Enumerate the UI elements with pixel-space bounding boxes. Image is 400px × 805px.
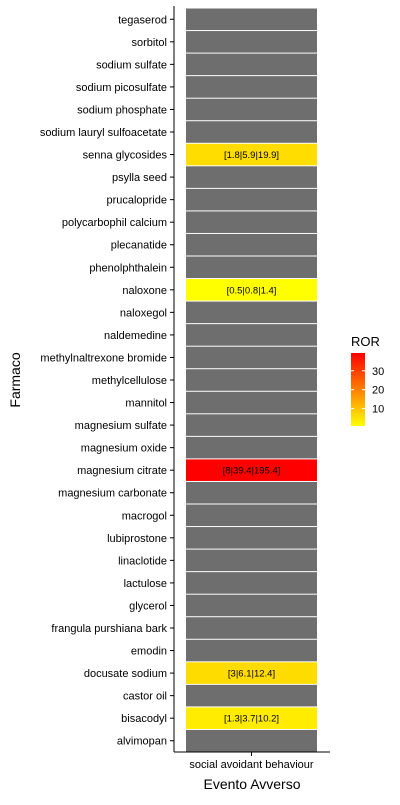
- heatmap-tile-magnesium-oxide: [186, 436, 317, 459]
- heatmap-tile-emodin: [186, 639, 317, 662]
- heatmap-tile-tegaserod: [186, 8, 317, 31]
- heatmap-tile-senna-glycosides: [186, 143, 317, 166]
- legend-colorbar: [351, 353, 365, 426]
- y-tick-label-linaclotide: linaclotide: [118, 555, 167, 567]
- heatmap-tile-castor-oil: [186, 684, 317, 707]
- cell-labels-layer: [1.8|5.9|19.9] [0.5|0.8|1.4] [8|39.4|195.4…: [223, 150, 281, 725]
- cell-label-magnesium-citrate: [8|39.4|195.4]: [223, 466, 281, 477]
- cell-label-docusate-sodium: [3|6.1|12.4]: [228, 669, 275, 680]
- y-tick-label-psylla-seed: psylla seed: [112, 172, 167, 184]
- cell-label-naloxone: [0.5|0.8|1.4]: [227, 285, 277, 296]
- heatmap-tile-mannitol: [186, 391, 317, 414]
- y-tick-label-naloxegol: naloxegol: [120, 307, 167, 319]
- y-tick-label-tegaserod: tegaserod: [118, 14, 167, 26]
- y-tick-label-magnesium-citrate: magnesium citrate: [77, 465, 167, 477]
- heatmap-tile-frangula-purshiana-bark: [186, 617, 317, 639]
- cell-label-bisacodyl: [1.3|3.7|10.2]: [224, 714, 279, 725]
- y-tick-label-naldemedine: naldemedine: [104, 330, 167, 342]
- heatmap-tile-alvimopan: [186, 729, 317, 752]
- y-tick-label-polycarbophil-calcium: polycarbophil calcium: [62, 217, 167, 229]
- legend-title: ROR: [351, 334, 380, 349]
- heatmap-tile-methylnaltrexone-bromide: [186, 346, 317, 369]
- heatmap-tile-naloxone: [186, 279, 317, 301]
- cell-label-senna-glycosides: [1.8|5.9|19.9]: [224, 150, 279, 161]
- legend-tick-label: 30: [372, 366, 384, 378]
- y-tick-label-magnesium-oxide: magnesium oxide: [81, 443, 167, 455]
- y-tick-label-lactulose: lactulose: [124, 578, 167, 590]
- heatmap-tile-sodium-picosulfate: [186, 76, 317, 98]
- y-tick-label-magnesium-carbonate: magnesium carbonate: [58, 488, 167, 500]
- y-tick-label-mannitol: mannitol: [125, 398, 167, 410]
- heatmap-tile-docusate-sodium: [186, 662, 317, 684]
- heatmap-tile-macrogol: [186, 504, 317, 527]
- x-axis: social avoidant behaviour: [174, 751, 330, 771]
- heatmap-tile-glycerol: [186, 594, 317, 617]
- x-tick-label-social-avoidant-behaviour: social avoidant behaviour: [189, 759, 313, 771]
- y-tick-label-prucalopride: prucalopride: [106, 195, 167, 207]
- heatmap-tile-methylcellulose: [186, 369, 317, 391]
- y-tick-label-phenolphthalein: phenolphthalein: [89, 262, 167, 274]
- x-axis-title: Evento Avverso: [203, 776, 300, 792]
- y-tick-label-magnesium-sulfate: magnesium sulfate: [75, 420, 167, 432]
- y-axis-title: Farmaco: [7, 352, 23, 407]
- y-tick-label-sodium-picosulfate: sodium picosulfate: [76, 82, 167, 94]
- y-tick-label-emodin: emodin: [131, 646, 167, 658]
- y-tick-label-castor-oil: castor oil: [123, 691, 167, 703]
- y-tick-label-methylnaltrexone-bromide: methylnaltrexone bromide: [40, 352, 167, 364]
- heatmap-tile-polycarbophil-calcium: [186, 211, 317, 233]
- y-tick-label-macrogol: macrogol: [122, 510, 167, 522]
- heatmap-tile-linaclotide: [186, 549, 317, 572]
- heatmap-tile-naloxegol: [186, 301, 317, 324]
- heatmap-tile-sodium-phosphate: [186, 98, 317, 121]
- heatmap-tile-phenolphthalein: [186, 256, 317, 279]
- heatmap-tile-magnesium-citrate: [186, 459, 317, 481]
- heatmap-tile-prucalopride: [186, 188, 317, 211]
- y-tick-label-naloxone: naloxone: [122, 285, 167, 297]
- y-tick-label-sodium-sulfate: sodium sulfate: [96, 59, 167, 71]
- y-tick-label-methylcellulose: methylcellulose: [92, 375, 167, 387]
- y-tick-label-lubiprostone: lubiprostone: [107, 533, 167, 545]
- y-tick-label-sorbitol: sorbitol: [132, 37, 167, 49]
- heatmap-tile-sorbitol: [186, 31, 317, 53]
- legend-tick-label: 20: [372, 385, 384, 397]
- y-tick-label-sodium-phosphate: sodium phosphate: [77, 104, 167, 116]
- y-tick-label-plecanatide: plecanatide: [111, 240, 167, 252]
- heatmap-tile-magnesium-sulfate: [186, 414, 317, 436]
- heatmap-tile-naldemedine: [186, 324, 317, 346]
- y-tick-label-senna-glycosides: senna glycosides: [83, 150, 168, 162]
- legend-tick-label: 10: [372, 404, 384, 416]
- y-tick-label-bisacodyl: bisacodyl: [121, 713, 167, 725]
- y-axis: tegaserod sorbitol sodium sulfate sodium pi…: [40, 6, 175, 752]
- y-tick-label-sodium-lauryl-sulfoacetate: sodium lauryl sulfoacetate: [40, 127, 167, 139]
- heatmap-tile-magnesium-carbonate: [186, 481, 317, 504]
- heatmap-tile-lubiprostone: [186, 527, 317, 549]
- y-tick-label-glycerol: glycerol: [129, 600, 167, 612]
- tiles-layer: [186, 8, 317, 752]
- y-tick-label-alvimopan: alvimopan: [117, 736, 167, 748]
- legend: ROR 10 20 30: [351, 334, 384, 426]
- heatmap-tile-plecanatide: [186, 233, 317, 256]
- y-tick-label-frangula-purshiana-bark: frangula purshiana bark: [51, 623, 167, 635]
- heatmap-tile-bisacodyl: [186, 707, 317, 729]
- heatmap-tile-lactulose: [186, 572, 317, 594]
- heatmap-tile-sodium-sulfate: [186, 53, 317, 76]
- y-tick-label-docusate-sodium: docusate sodium: [84, 668, 167, 680]
- heatmap-tile-psylla-seed: [186, 166, 317, 188]
- heatmap-tile-sodium-lauryl-sulfoacetate: [186, 121, 317, 143]
